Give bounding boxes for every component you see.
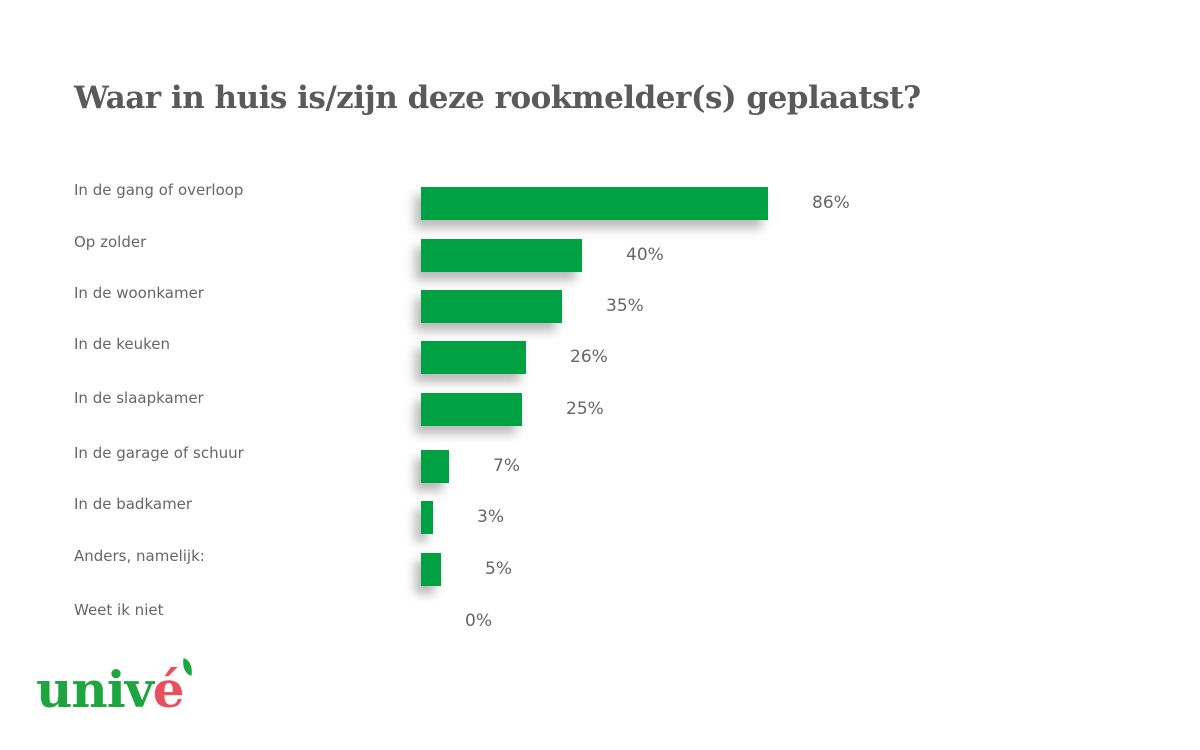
category-label: In de keuken	[74, 335, 170, 353]
category-label: In de gang of overloop	[74, 181, 244, 199]
category-label: Anders, namelijk:	[74, 547, 205, 565]
bar-row: In de keuken 26%	[0, 335, 1200, 375]
logo-text: univ	[36, 660, 154, 719]
bar	[421, 501, 433, 534]
logo-accent-letter: é	[152, 660, 185, 719]
bar-row: Op zolder 40%	[0, 233, 1200, 273]
bar	[421, 239, 582, 272]
bar	[421, 450, 449, 483]
bar-row: In de woonkamer 35%	[0, 284, 1200, 324]
value-label: 7%	[493, 456, 520, 476]
value-label: 35%	[606, 296, 644, 316]
bar	[421, 290, 562, 323]
category-label: In de garage of schuur	[74, 444, 244, 462]
bar-row: Anders, namelijk: 5%	[0, 547, 1200, 587]
unive-logo: univé	[36, 660, 185, 719]
bar-row: In de gang of overloop 86%	[0, 181, 1200, 221]
bar-row: Weet ik niet 0%	[0, 601, 1200, 639]
value-label: 86%	[812, 193, 850, 213]
bar	[421, 553, 441, 586]
chart-title: Waar in huis is/zijn deze rookmelder(s) …	[74, 80, 921, 116]
value-label: 40%	[626, 245, 664, 265]
category-label: Weet ik niet	[74, 601, 164, 619]
bar	[421, 341, 526, 374]
category-label: In de slaapkamer	[74, 389, 204, 407]
category-label: In de woonkamer	[74, 284, 204, 302]
value-label: 0%	[465, 611, 492, 631]
bar-row: In de garage of schuur 7%	[0, 444, 1200, 484]
value-label: 5%	[485, 559, 512, 579]
bar	[421, 187, 768, 220]
value-label: 25%	[566, 399, 604, 419]
category-label: In de badkamer	[74, 495, 193, 513]
bar	[421, 393, 522, 426]
value-label: 26%	[570, 347, 608, 367]
value-label: 3%	[477, 507, 504, 527]
bar-row: In de badkamer 3%	[0, 495, 1200, 535]
category-label: Op zolder	[74, 233, 147, 251]
bar-row: In de slaapkamer 25%	[0, 389, 1200, 427]
